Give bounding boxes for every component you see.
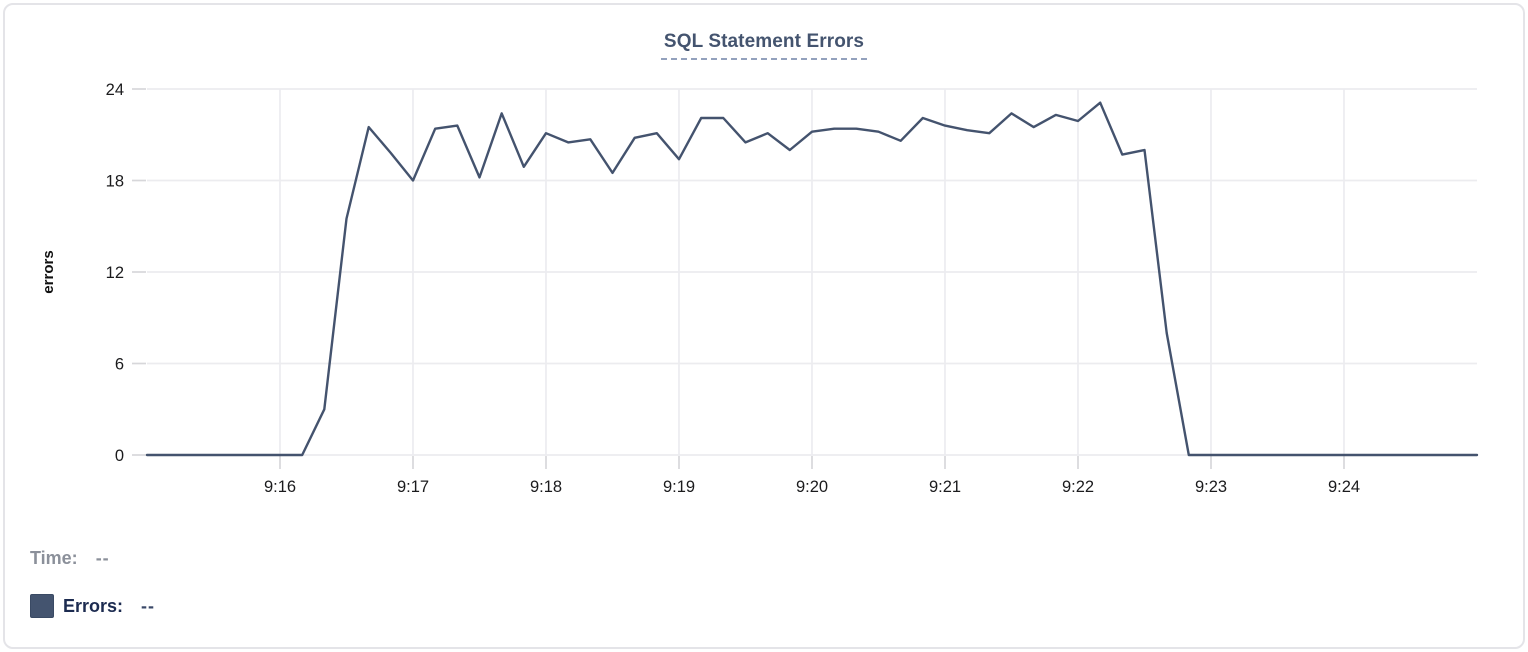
x-tick-label: 9:24	[1328, 478, 1360, 496]
chart-svg: 0 6 12 18 24 9:16 9:17 9:18 9:19 9:20 9:21 9:22 9:23…	[40, 81, 1479, 496]
tooltip-time-row: Time: --	[30, 548, 110, 569]
x-tick-label: 9:23	[1195, 478, 1227, 496]
chart-title[interactable]: SQL Statement Errors	[660, 31, 868, 60]
y-tick-label: 18	[106, 173, 124, 191]
x-tick-label: 9:19	[663, 478, 695, 496]
x-tick-label: 9:18	[530, 478, 562, 496]
y-tick-label: 0	[115, 447, 124, 465]
x-tick-label: 9:17	[397, 478, 429, 496]
errors-series-swatch	[30, 594, 54, 618]
y-tick-label: 24	[106, 81, 124, 99]
legend-errors-label: Errors:	[63, 595, 124, 616]
errors-series-line[interactable]	[145, 101, 1479, 457]
chart-header: SQL Statement Errors	[5, 31, 1523, 60]
y-tick-label: 12	[106, 264, 124, 282]
x-tick-label: 9:22	[1062, 478, 1094, 496]
tooltip-time-value: --	[95, 548, 110, 568]
legend-errors-row[interactable]: Errors: --	[30, 594, 155, 618]
x-tick-label: 9:20	[796, 478, 828, 496]
tooltip-errors-value: --	[141, 595, 156, 616]
chart-panel: SQL Statement Errors 0 6 12 18 24 9:16 9:17 9:1…	[3, 3, 1525, 649]
x-tick-label: 9:16	[264, 478, 296, 496]
tooltip-time-label: Time:	[30, 548, 78, 568]
y-tick-label: 6	[115, 356, 124, 374]
x-tick-label: 9:21	[929, 478, 961, 496]
y-axis-title: errors	[40, 250, 57, 293]
